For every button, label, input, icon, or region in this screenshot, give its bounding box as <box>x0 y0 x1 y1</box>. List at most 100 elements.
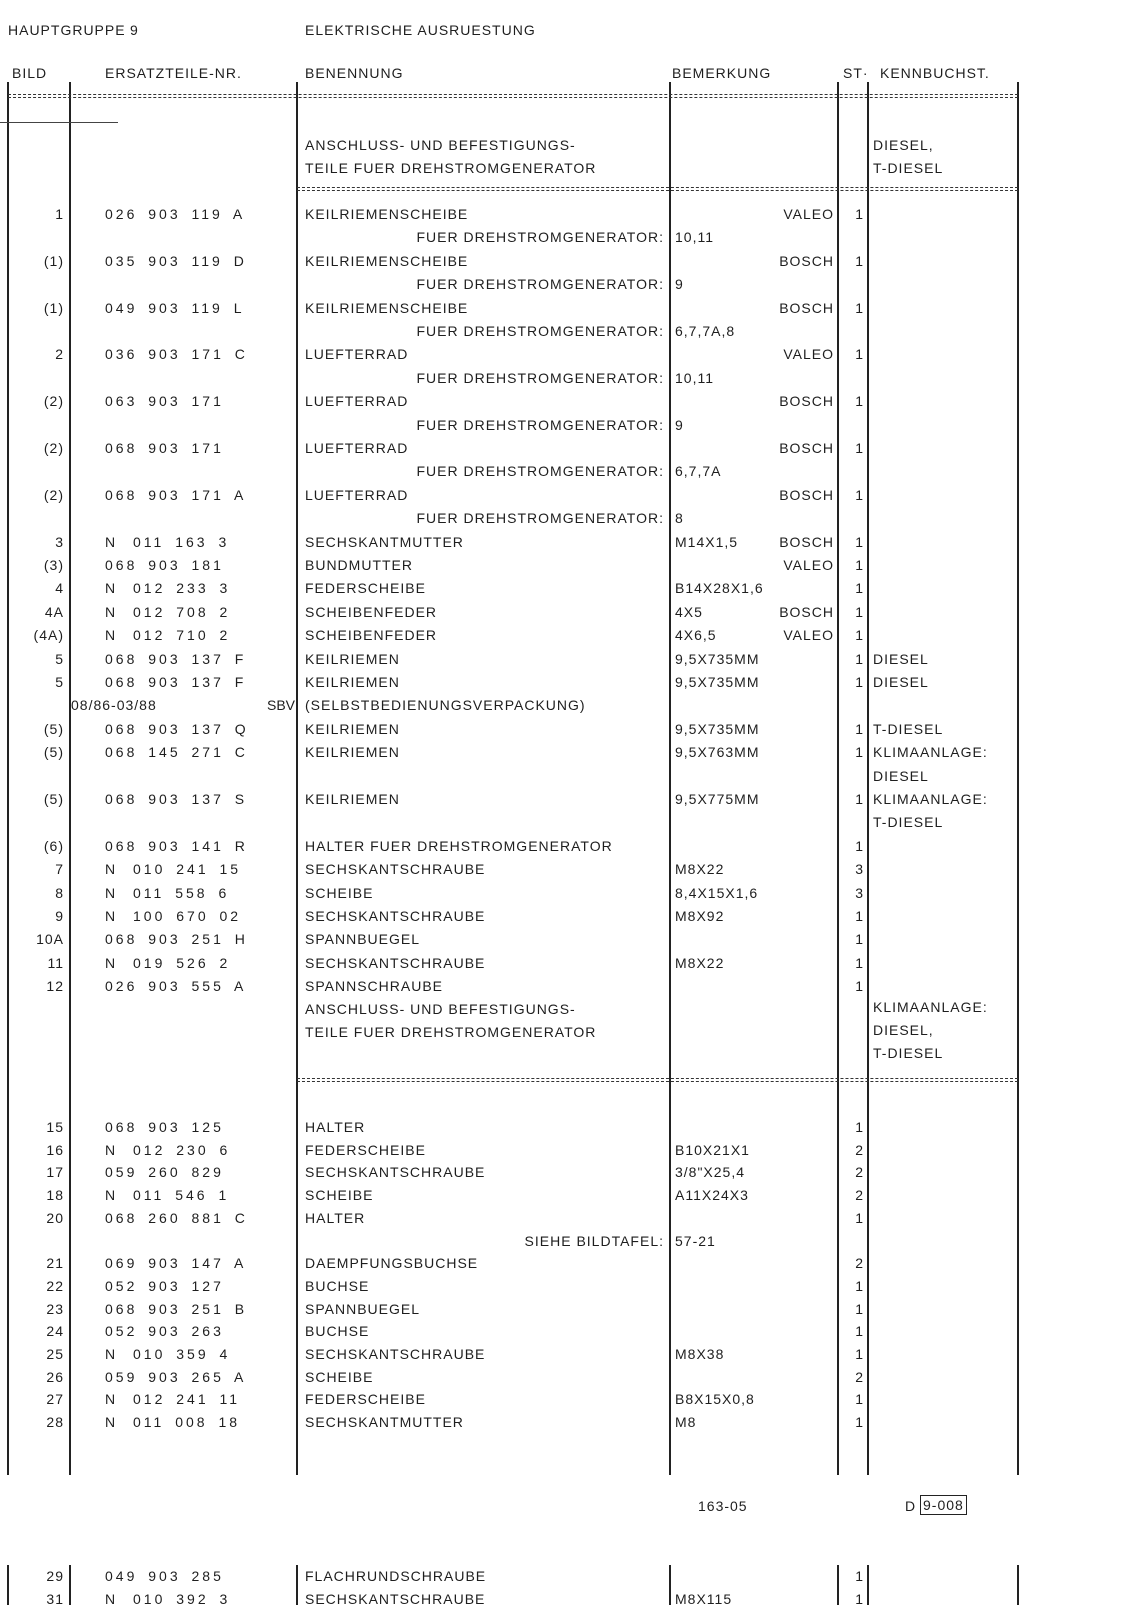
part-name: KEILRIEMEN <box>305 744 400 760</box>
part-prefix: N <box>105 1142 117 1158</box>
header-separator <box>8 94 1018 98</box>
bild-number: (2) <box>43 487 64 503</box>
part-number: 012 230 6 <box>133 1142 231 1158</box>
remark: 6,7,7A,8 <box>675 323 736 339</box>
bild-number: 25 <box>46 1346 64 1362</box>
part-name: (SELBSTBEDIENUNGSVERPACKUNG) <box>305 697 586 713</box>
part-number: 068 903 137 F <box>105 674 247 690</box>
bild-number: (6) <box>43 838 64 854</box>
bild-number: 28 <box>46 1414 64 1430</box>
supplier: BOSCH <box>779 300 834 316</box>
column-divider <box>669 1565 671 1605</box>
part-name: HALTER <box>305 1210 366 1226</box>
remark: 9,5X735MM <box>675 721 760 737</box>
bild-number: (4A) <box>33 627 64 643</box>
bild-number: 8 <box>55 885 64 901</box>
quantity: 1 <box>855 1568 864 1584</box>
part-number: 012 710 2 <box>133 627 231 643</box>
part-name: SECHSKANTMUTTER <box>305 1414 464 1430</box>
part-prefix: N <box>105 1391 117 1407</box>
code: T-DIESEL <box>873 721 944 737</box>
part-name: FLACHRUNDSCHRAUBE <box>305 1568 487 1584</box>
remark: 4X6,5 <box>675 627 717 643</box>
code: T-DIESEL <box>873 814 944 830</box>
quantity: 1 <box>855 721 864 737</box>
remark: 9,5X775MM <box>675 791 760 807</box>
scan-mark-line <box>0 122 118 123</box>
part-name: KEILRIEMENSCHEIBE <box>305 300 469 316</box>
quantity: 1 <box>855 978 864 994</box>
part-number: 012 241 11 <box>133 1391 241 1407</box>
remark: 9 <box>675 276 684 292</box>
part-number: 069 903 147 A <box>105 1255 247 1271</box>
part-number: 011 163 3 <box>133 534 230 550</box>
part-number: 049 903 285 <box>105 1568 224 1584</box>
bild-number: 3 <box>55 534 64 550</box>
bild-number: 5 <box>55 674 64 690</box>
quantity: 1 <box>855 791 864 807</box>
language-code: D <box>905 1498 917 1514</box>
code: DIESEL <box>873 768 929 784</box>
section-code: KLIMAANLAGE: <box>873 999 988 1015</box>
part-name: FEDERSCHEIBE <box>305 1391 426 1407</box>
quantity: 2 <box>855 1164 864 1180</box>
column-divider <box>837 82 839 1475</box>
part-prefix: N <box>105 1414 117 1430</box>
remark: M8X115 <box>675 1591 733 1607</box>
bild-number: 9 <box>55 908 64 924</box>
col-bild: BILD <box>12 65 48 81</box>
remark: M8X38 <box>675 1346 725 1362</box>
part-name: SECHSKANTSCHRAUBE <box>305 1164 486 1180</box>
section-title-line: TEILE FUER DREHSTROMGENERATOR <box>305 1024 597 1040</box>
remark: M8X92 <box>675 908 725 924</box>
quantity: 1 <box>855 604 864 620</box>
part-name: SPANNSCHRAUBE <box>305 978 443 994</box>
part-number: 052 903 127 <box>105 1278 224 1294</box>
remark: B8X15X0,8 <box>675 1391 755 1407</box>
bild-number: 17 <box>46 1164 64 1180</box>
part-name: KEILRIEMENSCHEIBE <box>305 253 469 269</box>
remark: M14X1,5 <box>675 534 739 550</box>
part-number: 068 145 271 C <box>105 744 248 760</box>
part-name: DAEMPFUNGSBUCHSE <box>305 1255 479 1271</box>
quantity: 3 <box>855 885 864 901</box>
quantity: 1 <box>855 627 864 643</box>
bild-number: 23 <box>46 1301 64 1317</box>
quantity: 1 <box>855 674 864 690</box>
quantity: 1 <box>855 346 864 362</box>
part-name: HALTER <box>305 1119 366 1135</box>
bild-number: 16 <box>46 1142 64 1158</box>
column-divider <box>669 82 671 1475</box>
part-number: 026 903 119 A <box>105 206 246 222</box>
part-name: LUEFTERRAD <box>305 440 409 456</box>
remark: M8X22 <box>675 861 725 877</box>
part-name: SCHEIBE <box>305 1187 374 1203</box>
part-prefix: N <box>105 604 117 620</box>
supplier: BOSCH <box>779 393 834 409</box>
supplier: BOSCH <box>779 440 834 456</box>
part-prefix: N <box>105 627 117 643</box>
part-prefix: N <box>105 580 117 596</box>
bild-number: 2 <box>55 346 64 362</box>
bild-number: 1 <box>55 206 64 222</box>
remark: 9 <box>675 417 684 433</box>
bild-number: (5) <box>43 721 64 737</box>
bild-number: 7 <box>55 861 64 877</box>
bild-number: 5 <box>55 651 64 667</box>
quantity: 1 <box>855 393 864 409</box>
quantity: 1 <box>855 557 864 573</box>
part-name: SECHSKANTMUTTER <box>305 534 464 550</box>
code: KLIMAANLAGE: <box>873 744 988 760</box>
group-number: 9 <box>130 22 139 38</box>
part-name: KEILRIEMEN <box>305 721 400 737</box>
code: DIESEL <box>873 674 929 690</box>
part-number: 068 903 137 F <box>105 651 247 667</box>
column-divider <box>69 82 71 1475</box>
remark: 9,5X735MM <box>675 651 760 667</box>
quantity: 1 <box>855 1391 864 1407</box>
part-number: 068 903 141 R <box>105 838 248 854</box>
part-name: LUEFTERRAD <box>305 487 409 503</box>
part-prefix: N <box>105 534 117 550</box>
part-number: 063 903 171 <box>105 393 224 409</box>
remark: 10,11 <box>675 370 714 386</box>
